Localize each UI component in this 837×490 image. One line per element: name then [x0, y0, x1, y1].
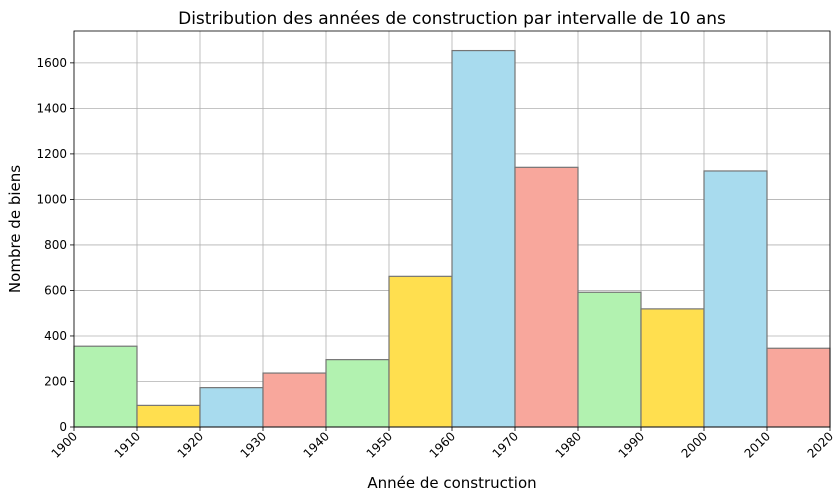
- x-tick-label: 1930: [238, 429, 269, 460]
- y-tick-label: 1000: [36, 192, 67, 206]
- y-tick-label: 1400: [36, 101, 67, 115]
- histogram-bar: [451, 49, 516, 428]
- x-axis-label: Année de construction: [367, 474, 536, 490]
- x-tick-label: 2010: [742, 429, 773, 460]
- bars: [73, 49, 831, 428]
- histogram-bar: [703, 170, 768, 428]
- histogram-bar: [262, 372, 327, 428]
- y-tick-label: 200: [44, 374, 67, 388]
- x-tick-label: 1980: [553, 429, 584, 460]
- histogram-bar: [577, 291, 642, 428]
- histogram-bar: [640, 308, 705, 428]
- histogram-bar: [199, 387, 264, 428]
- y-axis-ticks: 0 200 400 600 800 1000 1200 1400 1600: [36, 56, 74, 434]
- x-tick-label: 1960: [427, 429, 458, 460]
- histogram-bar: [325, 359, 390, 428]
- histogram-bar: [73, 345, 138, 428]
- y-tick-label: 0: [59, 420, 67, 434]
- histogram-bar: [514, 166, 579, 428]
- histogram-bar: [136, 404, 201, 428]
- x-tick-label: 1970: [490, 429, 521, 460]
- histogram-bar: [388, 275, 453, 428]
- y-tick-label: 1200: [36, 147, 67, 161]
- x-tick-label: 1990: [616, 429, 647, 460]
- y-axis-label: Nombre de biens: [6, 165, 24, 293]
- y-tick-label: 400: [44, 329, 67, 343]
- x-tick-label: 1910: [112, 429, 143, 460]
- x-tick-label: 1920: [175, 429, 206, 460]
- x-tick-label: 2000: [679, 429, 710, 460]
- x-tick-label: 1950: [364, 429, 395, 460]
- y-tick-label: 1600: [36, 56, 67, 70]
- x-axis-ticks: 1900 1910 1920 1930 1940 1950 1960 1970 1980 1990…: [49, 427, 836, 461]
- chart-title: Distribution des années de construction …: [178, 9, 726, 29]
- y-tick-label: 800: [44, 238, 67, 252]
- y-tick-label: 600: [44, 283, 67, 297]
- x-tick-label: 1940: [301, 429, 332, 460]
- histogram-bar: [766, 347, 831, 428]
- x-tick-label: 2020: [805, 429, 836, 460]
